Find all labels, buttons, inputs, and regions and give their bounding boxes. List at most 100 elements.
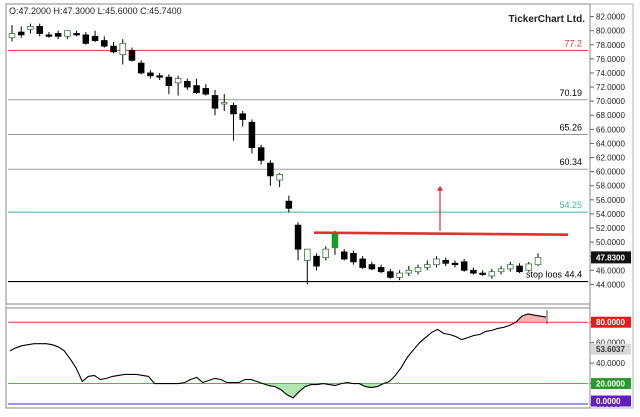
price-axis-label: 64.0000: [596, 139, 625, 148]
candle-body: [73, 33, 80, 36]
candle-body: [91, 35, 99, 41]
candle-body: [304, 248, 311, 261]
price-axis-label: 50.0000: [596, 238, 625, 247]
watermark-logo: TickerChart Ltd.: [509, 14, 586, 25]
candle-body: [313, 255, 320, 267]
price-axis-label: 80.0000: [596, 27, 625, 36]
candle-body: [101, 40, 108, 47]
candle-body: [340, 251, 348, 260]
price-axis-label: 44.0000: [596, 280, 625, 289]
candle-body: [8, 33, 16, 39]
candle-body: [17, 31, 25, 36]
candle-body: [516, 265, 523, 273]
candle-body: [36, 26, 43, 34]
candle-body: [165, 76, 173, 87]
level-label: 60.34: [559, 157, 582, 167]
osc-value-tag: [591, 343, 631, 355]
candle-body: [147, 72, 154, 77]
candle-body: [387, 271, 394, 278]
price-axis-label: 82.0000: [596, 13, 625, 22]
price-axis-label: 62.0000: [596, 154, 625, 163]
candle-body: [230, 104, 237, 115]
price-levels: 77.2 70.19 65.26 60.34 54.25 stop loos 44.4: [8, 38, 588, 283]
candle-body: [82, 34, 90, 44]
candle-body: [220, 102, 228, 105]
candle-body: [285, 200, 293, 209]
candle-body: [184, 81, 191, 88]
osc-value-label: 0.0000: [596, 397, 621, 406]
candle-body: [460, 261, 468, 271]
candle-body: [507, 264, 514, 270]
last-price-tag: [591, 251, 631, 264]
candle-body: [64, 30, 71, 37]
candle-body: [433, 258, 440, 266]
level-label: 65.26: [559, 123, 582, 133]
price-axis-label: 58.0000: [596, 182, 625, 191]
resistance-line: [313, 231, 569, 236]
osc-value-tag: [591, 395, 631, 407]
target-arrow-head: [437, 185, 443, 191]
price-axis-label: 60.0000: [596, 168, 625, 177]
candle-body: [470, 269, 477, 274]
oscillator: 80.000060.000040.000020.00000.000080.000…: [8, 309, 631, 409]
annotations: [313, 185, 569, 236]
osc-value-tag: [591, 378, 631, 390]
candle-body: [54, 33, 62, 37]
price-axis-label: 66.0000: [596, 125, 625, 134]
candle-body: [267, 162, 274, 177]
oversold-fill: [10, 383, 546, 398]
candle-body: [202, 88, 210, 95]
price-axis: 82.0000 80.0000 78.0000 76.0000 74.0000 72.00…: [590, 13, 631, 289]
candle-body: [442, 260, 449, 264]
candle-body: [128, 50, 136, 61]
candle-body: [377, 267, 385, 273]
ohlc-readout: O:47.2000 H:47.3000 L:45.6000 C:45.7400: [9, 6, 182, 16]
candle-body: [211, 95, 219, 109]
price-axis-label: 72.0000: [596, 83, 625, 92]
osc-axis-label: 40.0000: [596, 359, 625, 368]
osc-value-tag: [591, 316, 631, 328]
price-axis-label: 68.0000: [596, 111, 625, 120]
osc-axis-label: 60.0000: [596, 339, 625, 348]
last-price-label: 47.8300: [596, 253, 625, 262]
candle-body: [294, 224, 302, 250]
candle-body: [525, 263, 533, 271]
candle-body: [405, 269, 413, 274]
candle-body: [479, 272, 486, 275]
price-axis-label: 46.0000: [596, 266, 625, 275]
level-label: 77.2: [564, 38, 582, 48]
candle-body: [257, 147, 265, 161]
candle-body: [45, 34, 53, 37]
candle-body: [110, 45, 117, 53]
candle-body: [119, 42, 126, 56]
candle-body: [414, 267, 422, 273]
candle-body: [534, 256, 542, 266]
osc-value-label: 53.6037: [596, 345, 625, 354]
candle-body: [331, 233, 339, 249]
candle-body: [156, 75, 163, 78]
candle-body: [276, 174, 283, 181]
price-axis-label: 74.0000: [596, 69, 625, 78]
candle-body: [424, 264, 431, 268]
price-axis-label: 54.0000: [596, 210, 625, 219]
price-axis-label: 78.0000: [596, 41, 625, 50]
price-axis-label: 52.0000: [596, 224, 625, 233]
level-label: 70.19: [559, 88, 582, 98]
candle-body: [248, 121, 256, 149]
price-axis-label: 56.0000: [596, 196, 625, 205]
candle-body: [368, 264, 376, 270]
candle-body: [174, 78, 182, 84]
candle-body: [359, 258, 366, 268]
candle-body: [239, 113, 246, 120]
osc-value-label: 80.0000: [596, 318, 625, 327]
level-label: 54.25: [559, 200, 582, 210]
candle-body: [193, 85, 200, 94]
candle-body: [27, 26, 34, 30]
candle-body: [497, 268, 505, 273]
price-axis-label: 70.0000: [596, 97, 625, 106]
osc-value-label: 20.0000: [596, 380, 625, 389]
candles: [8, 23, 542, 285]
candle-body: [322, 248, 330, 258]
